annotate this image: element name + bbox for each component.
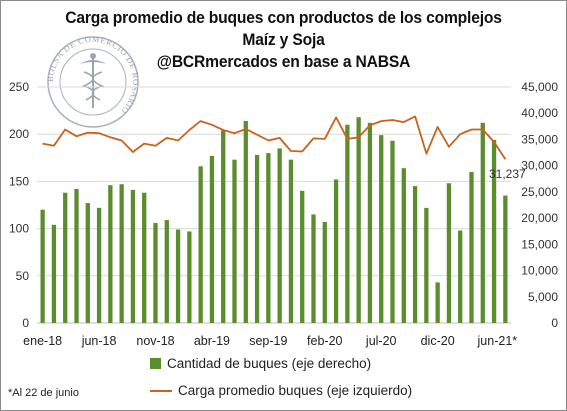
bar xyxy=(424,207,429,323)
bar xyxy=(198,166,203,323)
y-right-tick-label: 5,000 xyxy=(528,290,558,304)
legend-line-swatch xyxy=(150,389,172,392)
y-left-tick-label: 150 xyxy=(9,174,29,188)
chart-title-line2: Maíz y Soja xyxy=(242,30,325,49)
bar xyxy=(367,122,373,323)
y-right-tick-label: 10,000 xyxy=(521,264,558,278)
bar xyxy=(266,153,271,323)
legend-bar-swatch xyxy=(150,358,161,369)
bar xyxy=(63,192,68,323)
bar xyxy=(232,159,237,323)
y-right-tick-label: 0 xyxy=(551,316,558,330)
x-tick-label: ene-18 xyxy=(23,334,62,348)
bar xyxy=(74,188,79,323)
bar xyxy=(469,171,474,323)
y-left-tick-label: 250 xyxy=(9,80,29,94)
x-tick-label: dic-20 xyxy=(421,334,455,348)
legend-item-bars: Cantidad de buques (eje derecho) xyxy=(150,356,371,371)
bar xyxy=(51,224,57,323)
bar xyxy=(458,230,463,323)
series-line xyxy=(42,115,507,160)
bar xyxy=(175,229,181,323)
y-left-tick-label: 100 xyxy=(9,222,29,236)
legend-item-line: Carga promedio buques (eje izquierdo) xyxy=(150,383,412,398)
x-tick-label: feb-20 xyxy=(307,334,342,348)
x-tick-label: sep-19 xyxy=(249,334,287,348)
x-tick-label: jun-21* xyxy=(477,334,518,348)
bar xyxy=(412,186,418,323)
y-right-tick-label: 25,000 xyxy=(521,185,558,199)
bar xyxy=(503,195,508,323)
bar xyxy=(435,282,440,323)
bar xyxy=(277,148,282,323)
bar xyxy=(221,130,226,323)
bar xyxy=(300,190,305,323)
bar xyxy=(164,220,169,323)
bar xyxy=(390,140,395,323)
x-tick-label: abr-19 xyxy=(194,334,230,348)
bar xyxy=(322,221,327,323)
y-left-tick-label: 200 xyxy=(9,127,29,141)
bar xyxy=(119,184,124,323)
x-tick-label: jul-20 xyxy=(365,334,397,348)
y-right-tick-label: 20,000 xyxy=(521,211,558,225)
bar xyxy=(142,192,147,323)
legend-line-label: Carga promedio buques (eje izquierdo) xyxy=(178,383,413,398)
bar xyxy=(153,222,158,323)
bar xyxy=(491,139,497,323)
bar xyxy=(345,124,350,323)
chart-source-line: @BCRmercados en base a NABSA xyxy=(156,52,411,71)
y-left-tick-label: 0 xyxy=(22,316,29,330)
bar xyxy=(40,209,45,323)
bar xyxy=(254,154,260,323)
bar xyxy=(288,159,294,323)
legend-bars-label: Cantidad de buques (eje derecho) xyxy=(167,356,372,371)
bar xyxy=(187,231,192,323)
chart-title: Carga promedio de buques con productos d… xyxy=(65,8,502,27)
footnote: *Al 22 de junio xyxy=(8,387,79,399)
y-right-tick-label: 45,000 xyxy=(521,80,558,94)
bar xyxy=(96,207,102,323)
bar xyxy=(480,122,485,323)
bar xyxy=(130,189,136,323)
bar xyxy=(333,179,339,323)
bar xyxy=(243,120,248,323)
y-left-tick-label: 50 xyxy=(16,269,30,283)
y-right-tick-label: 35,000 xyxy=(521,132,558,146)
bar xyxy=(379,135,384,323)
y-right-tick-label: 30,000 xyxy=(521,159,558,173)
y-right-tick-label: 40,000 xyxy=(521,106,558,120)
bar xyxy=(209,155,215,323)
bar xyxy=(446,183,452,323)
bar xyxy=(85,203,90,323)
bar xyxy=(311,214,316,323)
bar xyxy=(108,185,113,323)
bar xyxy=(401,168,406,323)
last-value-label: 31,237 xyxy=(489,167,526,181)
x-tick-label: nov-18 xyxy=(136,334,174,348)
y-right-tick-label: 15,000 xyxy=(521,237,558,251)
x-tick-label: jun-18 xyxy=(81,334,117,348)
bar xyxy=(356,117,361,323)
